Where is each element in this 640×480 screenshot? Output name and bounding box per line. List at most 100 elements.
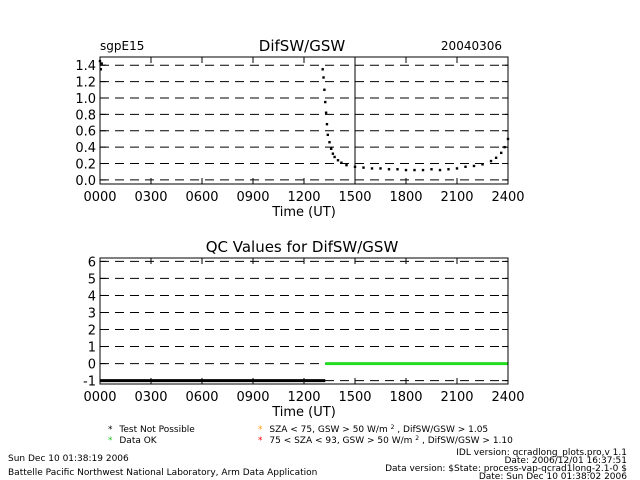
data-point bbox=[323, 88, 326, 91]
legend-label: Test Not Possible bbox=[118, 425, 195, 435]
data-point bbox=[370, 167, 374, 170]
institution: Battelle Pacific Northwest National Labo… bbox=[8, 468, 317, 478]
legend-label: 75 < SZA < 93, GSW > 50 W/m bbox=[269, 436, 412, 446]
y-tick-label: -1 bbox=[83, 375, 96, 390]
data-point bbox=[328, 141, 331, 144]
y-tick-label: 1.4 bbox=[75, 59, 96, 74]
qc-chart-y-tick-labels: -1 0 1 2 3 4 5 6 bbox=[83, 255, 96, 389]
qc-chart-x-tick-labels: 0000 0300 0600 0900 1200 1500 1800 2100 2400 bbox=[83, 390, 524, 405]
x-tick-label: 0600 bbox=[185, 390, 218, 405]
data-point bbox=[404, 168, 408, 172]
legend-item-sza-75-93: * 75 < SZA < 93, GSW > 50 W/m 2 , DifSW/… bbox=[258, 433, 513, 446]
x-tick-label: 0600 bbox=[185, 190, 218, 205]
data-point bbox=[322, 76, 325, 79]
y-tick-label: 1.2 bbox=[75, 76, 96, 91]
x-tick-label: 1200 bbox=[287, 190, 320, 205]
y-tick-label: 2 bbox=[88, 324, 96, 339]
data-point bbox=[325, 122, 329, 126]
x-tick-label: 1500 bbox=[338, 190, 371, 205]
qc-chart-marks bbox=[100, 362, 508, 383]
top-chart-frame bbox=[99, 56, 509, 185]
y-tick-label: 3 bbox=[88, 306, 96, 321]
x-tick-label: 2400 bbox=[491, 390, 524, 405]
y-tick-label: 0.0 bbox=[75, 174, 96, 189]
x-tick-label: 1200 bbox=[287, 390, 320, 405]
y-tick-label: 1 bbox=[88, 341, 96, 356]
data-point bbox=[331, 152, 335, 155]
legend-label-suffix: , DifSW/GSW > 1.10 bbox=[422, 436, 513, 446]
data-point bbox=[447, 168, 450, 171]
top-chart-y-tick-labels: 0.00.2 0.40.6 0.81.01.2 1.4 bbox=[75, 59, 96, 189]
top-chart-title: DifSW/GSW bbox=[259, 37, 346, 55]
x-tick-label: 1500 bbox=[338, 390, 371, 405]
top-chart-marks bbox=[98, 57, 510, 184]
data-point bbox=[362, 166, 365, 169]
x-tick-label: 0900 bbox=[236, 390, 269, 405]
data-point bbox=[379, 167, 382, 170]
data-point bbox=[387, 168, 391, 171]
x-tick-label: 2100 bbox=[440, 190, 473, 205]
data-point bbox=[494, 156, 498, 159]
x-tick-label: 0300 bbox=[134, 190, 167, 205]
data-point bbox=[324, 100, 327, 104]
data-version: Data version: $State: process-vap-qcrad1… bbox=[385, 464, 627, 474]
site-label: sgpE15 bbox=[100, 39, 144, 53]
data-point bbox=[100, 62, 103, 65]
data-point bbox=[396, 168, 399, 171]
y-tick-label: 1.0 bbox=[75, 92, 96, 107]
data-point bbox=[340, 161, 343, 164]
data-point bbox=[438, 168, 442, 172]
x-tick-label: 0300 bbox=[134, 390, 167, 405]
x-tick-label: 0000 bbox=[83, 190, 116, 205]
qc-chart-frame bbox=[99, 257, 509, 385]
legend-item-sza-lt-75: * SZA < 75, GSW > 50 W/m 2 , DifSW/GSW >… bbox=[258, 422, 488, 435]
data-point bbox=[99, 68, 103, 71]
qc-chart-ticks bbox=[99, 258, 509, 384]
difsw-gsw-chart: 0.00.2 0.40.6 0.81.01.2 1.4 0000 0300 0600 090… bbox=[75, 56, 525, 220]
y-tick-label: 5 bbox=[88, 272, 96, 287]
qc-chart-x-axis-label: Time (UT) bbox=[271, 405, 336, 420]
y-tick-label: 0 bbox=[88, 358, 96, 373]
data-date: Date: Sun Dec 10 01:38:02 2006 bbox=[479, 472, 627, 480]
date-label: 20040306 bbox=[441, 39, 502, 53]
data-point bbox=[455, 167, 459, 170]
y-tick-label: 0.6 bbox=[75, 125, 96, 140]
legend-symbol: * bbox=[258, 436, 263, 446]
legend: * Test Not Possible * Data OK * SZA < 75… bbox=[108, 422, 513, 446]
data-point bbox=[464, 165, 467, 168]
data-point bbox=[333, 155, 336, 159]
data-point bbox=[353, 165, 357, 168]
data-point bbox=[430, 168, 433, 171]
legend-symbol: * bbox=[108, 425, 113, 435]
top-chart-ticks bbox=[99, 57, 509, 184]
data-point bbox=[500, 151, 503, 155]
x-tick-label: 1800 bbox=[389, 390, 422, 405]
legend-superscript: 2 bbox=[391, 424, 395, 431]
run-date: Sun Dec 10 01:38:19 2006 bbox=[8, 454, 129, 464]
data-point bbox=[330, 147, 333, 150]
data-point bbox=[321, 68, 324, 71]
legend-item-data-ok: * Data OK bbox=[108, 436, 158, 446]
x-tick-label: 0900 bbox=[236, 190, 269, 205]
top-chart-x-axis-label: Time (UT) bbox=[271, 205, 336, 220]
idl-version: IDL version: qcradlong_plots.pro,v 1.1 bbox=[456, 448, 627, 458]
qc-values-chart: -1 0 1 2 3 4 5 6 0000 0300 0600 0900 1200 1500 1800 21… bbox=[83, 255, 525, 420]
legend-superscript: 2 bbox=[415, 435, 419, 442]
legend-symbol: * bbox=[258, 425, 263, 435]
data-point bbox=[489, 159, 493, 163]
top-chart-x-tick-labels: 0000 0300 0600 0900 1200 1500 1800 2100 2400 bbox=[83, 190, 524, 205]
legend-label: SZA < 75, GSW > 50 W/m bbox=[269, 425, 387, 435]
y-tick-label: 0.8 bbox=[75, 108, 96, 123]
data-point bbox=[421, 168, 425, 172]
legend-item-test-not-possible: * Test Not Possible bbox=[108, 425, 195, 435]
x-tick-label: 2100 bbox=[440, 390, 473, 405]
y-tick-label: 0.4 bbox=[75, 141, 96, 156]
data-point bbox=[336, 159, 340, 162]
x-tick-label: 2400 bbox=[491, 190, 524, 205]
legend-label-suffix: , DifSW/GSW > 1.05 bbox=[397, 425, 488, 435]
data-point bbox=[324, 111, 328, 114]
data-point bbox=[413, 168, 416, 172]
qc-chart-title: QC Values for DifSW/GSW bbox=[206, 238, 399, 256]
data-point bbox=[345, 163, 348, 167]
